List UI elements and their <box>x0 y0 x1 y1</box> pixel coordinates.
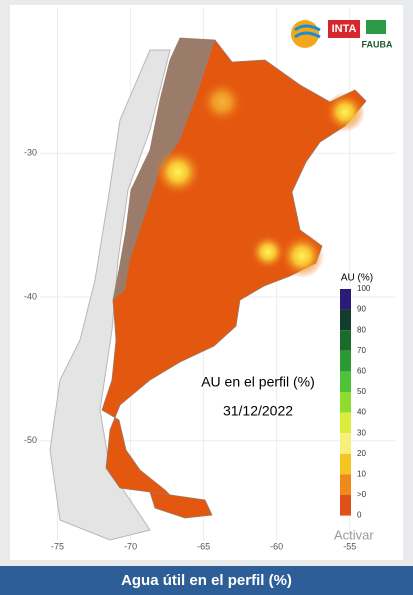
legend-swatch <box>340 289 351 310</box>
x-tick-label: -60 <box>270 541 283 551</box>
chile <box>49 49 171 541</box>
legend-swatch <box>340 474 351 495</box>
legend-swatch <box>340 350 351 372</box>
x-tick-label: -65 <box>197 541 210 551</box>
legend-label: 80 <box>357 325 366 334</box>
logo-text: INTA <box>332 23 357 35</box>
legend-swatch <box>340 392 351 413</box>
legend-title: AU (%) <box>341 273 373 284</box>
y-tick-label: -40 <box>24 291 37 301</box>
legend-swatch <box>340 330 351 351</box>
hotspot <box>325 92 365 132</box>
legend-label: 50 <box>357 387 366 396</box>
hotspot <box>200 80 244 124</box>
logo-waves <box>294 24 321 39</box>
andes <box>113 38 215 300</box>
legend-label: 30 <box>357 428 366 437</box>
map-date: 31/12/2022 <box>223 403 293 419</box>
watermark: Activar <box>334 527 374 542</box>
legend-label: 100 <box>357 284 371 293</box>
legend-label: 60 <box>357 367 366 376</box>
legend-label: 70 <box>357 346 366 355</box>
footer: Agua útil en el perfil (%) <box>0 566 413 595</box>
tierra-del-fuego <box>149 491 213 519</box>
legend-swatch <box>340 495 351 516</box>
map-title: AU en el perfil (%) <box>201 374 315 390</box>
legend-swatch <box>340 453 351 475</box>
legend-label: 20 <box>357 449 366 458</box>
hotspot <box>250 234 286 270</box>
x-tick-label: -70 <box>124 541 137 551</box>
legend-swatch <box>340 412 351 434</box>
logo-box <box>366 20 386 34</box>
legend-swatch <box>340 371 351 392</box>
x-tick-label: -75 <box>51 541 64 551</box>
y-tick-label: -50 <box>24 435 37 445</box>
hotspot <box>280 234 324 278</box>
legend-label: 0 <box>357 511 362 520</box>
legend-swatch <box>340 433 351 454</box>
legend-label: >0 <box>357 490 367 499</box>
legend-label: 40 <box>357 408 366 417</box>
hotspot <box>154 148 202 196</box>
y-tick-label: -30 <box>24 148 37 158</box>
legend-label: 90 <box>357 305 366 314</box>
legend-label: 10 <box>357 470 366 479</box>
logo-box <box>328 20 360 38</box>
legend-swatch <box>340 309 351 331</box>
logo-text: FAUBA <box>362 39 393 49</box>
x-tick-label: -55 <box>343 541 356 551</box>
map-figure: -75 -70 -65 -60 -55 -30 -40 -50 AU en el perfil… <box>10 5 403 560</box>
